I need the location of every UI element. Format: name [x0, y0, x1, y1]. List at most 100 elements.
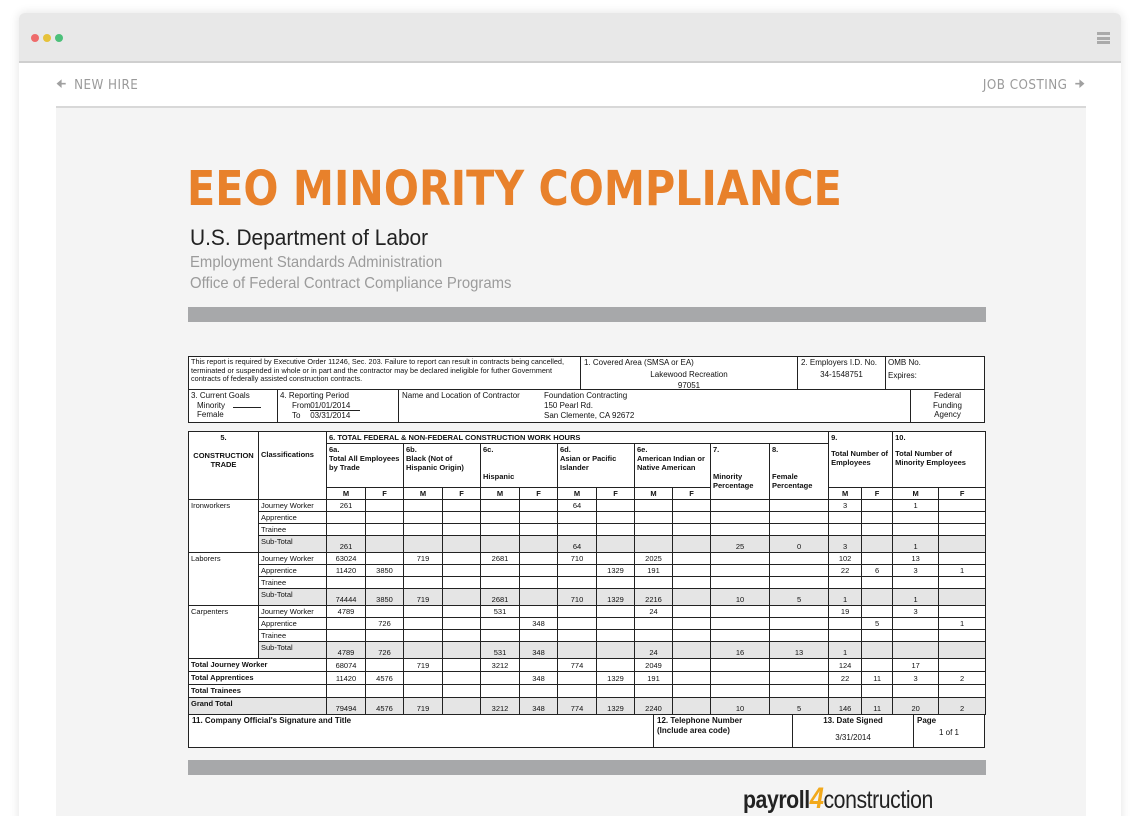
close-window-icon[interactable] [31, 34, 39, 42]
table-cell: 1 [828, 641, 863, 659]
table-cell [442, 641, 481, 659]
table-row: Sub-Total 261 64 25 0 3 1 [189, 535, 987, 553]
table-cell: 24 [634, 605, 673, 618]
contractor-name: Foundation Contracting [544, 391, 628, 400]
table-cell: 261 [326, 535, 366, 553]
to-label: To [292, 411, 301, 420]
prev-page-link[interactable]: 🠈 NEW HIRE [56, 75, 138, 96]
reporting-period-box: 4. Reporting Period From 01/01/2014 To 0… [277, 389, 399, 423]
table-cell [672, 671, 711, 685]
minority-goal-field[interactable] [233, 406, 262, 408]
table-cell: 4789 [326, 605, 366, 618]
table-cell [710, 523, 770, 536]
table-cell [480, 499, 520, 512]
col-6e-header: 6e. American Indian or Native American [634, 443, 711, 488]
table-cell [768, 523, 830, 536]
table-cell [442, 629, 481, 642]
table-cell [557, 684, 597, 698]
page-title: EEO MINORITY COMPLIANCE [187, 161, 842, 217]
totals-label: Grand Total [188, 697, 327, 715]
table-cell: 11 [861, 671, 894, 685]
table-cell [938, 576, 987, 589]
funding-agency: Federal Funding Agency [910, 389, 985, 423]
covered-area-name: Lakewood Recreation [650, 369, 728, 379]
table-cell: 11 [861, 697, 894, 715]
next-page-link[interactable]: JOB COSTING 🠊 [982, 75, 1085, 96]
table-cell [596, 552, 635, 565]
totals-row: Total Apprentices 11420 4576 348 1329 191 22 11… [188, 671, 987, 685]
table-cell [861, 511, 894, 524]
table-cell: 1 [938, 564, 987, 577]
table-cell [326, 576, 366, 589]
table-cell [480, 671, 520, 685]
table-cell [828, 629, 863, 642]
table-cell [710, 564, 770, 577]
covered-area-box: 1. Covered Area (SMSA or EA) Lakewood Re… [580, 356, 798, 390]
table-cell [672, 523, 711, 536]
table-cell: 710 [557, 552, 597, 565]
contractor-address-1: 150 Pearl Rd. [544, 401, 593, 410]
current-goals-box: 3. Current Goals Minority Female [188, 389, 278, 423]
table-cell: 124 [828, 658, 863, 672]
maximize-window-icon[interactable] [55, 34, 63, 42]
table-cell [892, 511, 940, 524]
table-cell [403, 499, 443, 512]
table-cell: 3 [828, 535, 863, 553]
table-cell [938, 629, 987, 642]
table-cell: 6 [861, 564, 894, 577]
classification-label: Sub-Total [258, 535, 327, 553]
totals-row: Total Trainees [188, 684, 987, 698]
table-cell [596, 499, 635, 512]
table-row: Apprentice 726 348 5 1 [189, 617, 987, 630]
table-cell [596, 535, 635, 553]
payroll4construction-logo: payroll4construction [743, 782, 933, 815]
table-cell: 1329 [596, 697, 635, 715]
table-cell: 22 [828, 671, 863, 685]
table-cell [710, 511, 770, 524]
table-cell [403, 671, 443, 685]
table-cell [480, 576, 520, 589]
from-label: From [292, 400, 311, 410]
table-cell [557, 511, 597, 524]
table-cell [596, 576, 635, 589]
table-cell [557, 617, 597, 630]
table-cell [892, 576, 940, 589]
table-cell [480, 564, 520, 577]
divider-bar-bottom [188, 760, 986, 775]
minimize-window-icon[interactable] [43, 34, 51, 42]
table-cell: 64 [557, 499, 597, 512]
administration-name: Employment Standards Administration [190, 254, 443, 271]
col-classifications-header: Classifications [258, 431, 327, 500]
table-cell [557, 641, 597, 659]
table-cell [365, 511, 404, 524]
table-cell [710, 605, 770, 618]
table-cell [828, 523, 863, 536]
table-cell: 102 [828, 552, 863, 565]
date-signed-value: 3/31/2014 [835, 732, 871, 742]
table-cell [480, 511, 520, 524]
table-cell: 3 [892, 671, 940, 685]
telephone-field[interactable]: 12. Telephone Number (Include area code) [653, 714, 793, 748]
work-hours-rows: Ironworkers Journey Worker 261 64 3 1 Apprenti… [188, 499, 987, 715]
table-cell: 3 [892, 564, 940, 577]
table-cell [892, 523, 940, 536]
table-cell: 348 [519, 641, 558, 659]
table-row: Laborers Journey Worker 63024 719 2681 710 202… [188, 552, 987, 606]
table-cell [365, 576, 404, 589]
totals-label: Total Apprentices [188, 671, 327, 685]
table-row: Trainee [189, 629, 987, 642]
table-cell [768, 629, 830, 642]
table-cell: 2681 [480, 552, 520, 565]
classification-label: Trainee [258, 523, 327, 536]
table-cell [938, 588, 987, 606]
signature-field[interactable]: 11. Company Official's Signature and Tit… [188, 714, 654, 748]
table-cell [596, 523, 635, 536]
col-total-employees-header: 9. Total Number of Employees [828, 431, 894, 488]
table-cell [442, 511, 481, 524]
contractor-label: Name and Location of Contractor [402, 391, 520, 400]
table-cell [557, 629, 597, 642]
employer-id-box: 2. Employers I.D. No. 34-1548751 [797, 356, 886, 390]
table-cell [326, 617, 366, 630]
table-cell [938, 658, 987, 672]
hamburger-menu-icon[interactable] [1097, 32, 1110, 44]
